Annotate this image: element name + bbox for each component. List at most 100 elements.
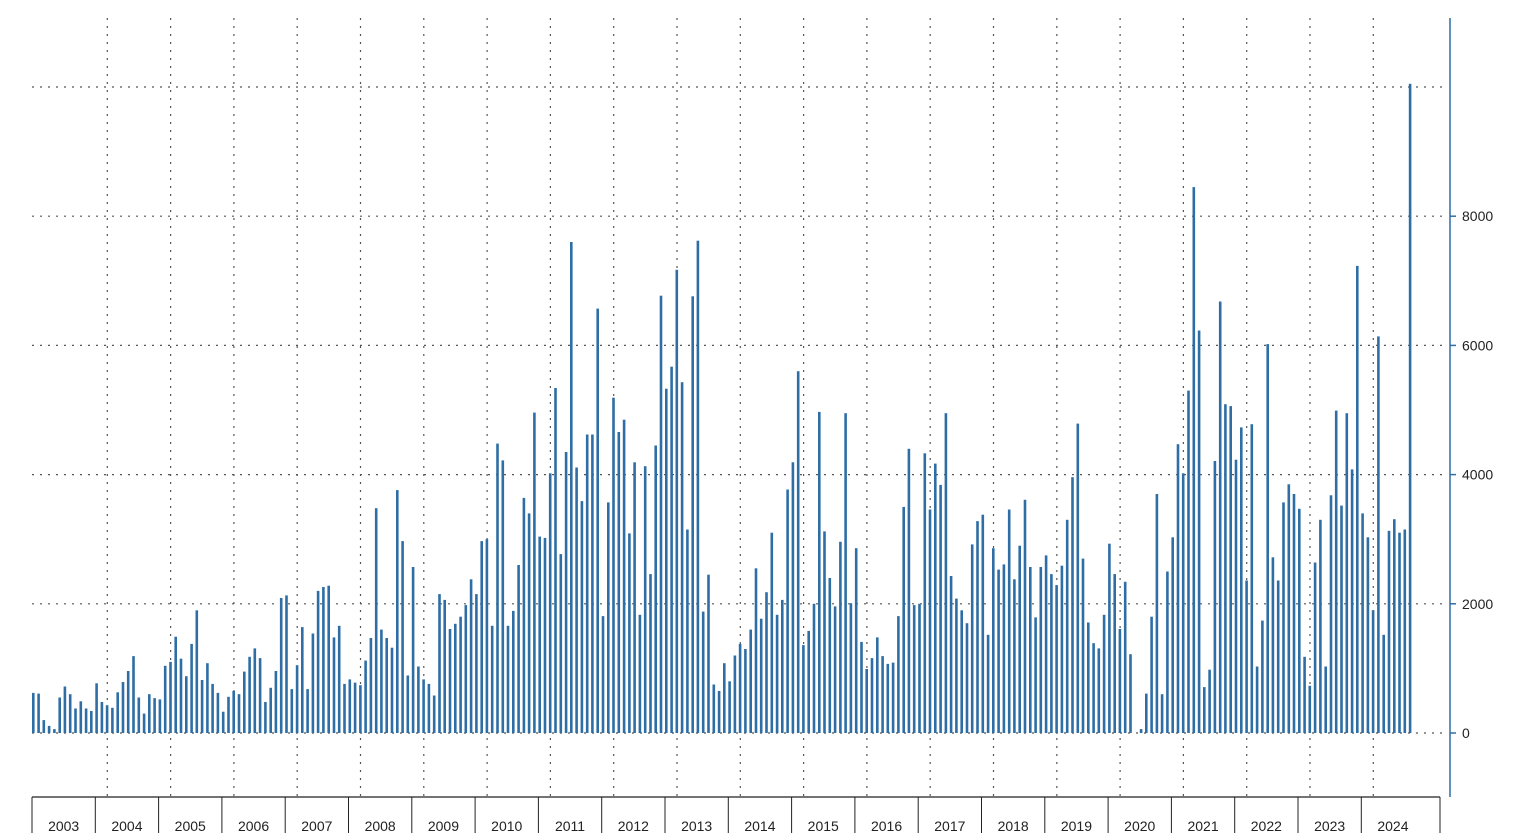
bar [163,665,167,733]
bar [876,637,879,733]
bar [1240,427,1243,733]
bar [839,541,842,733]
bar [1308,685,1312,733]
bar [517,565,520,733]
bar [95,683,98,733]
bar [380,629,383,733]
bar [306,689,309,733]
bar [401,541,404,733]
bar [701,611,705,733]
bar [754,568,758,733]
bar [1292,494,1296,733]
bar [812,603,816,733]
bar [675,269,679,733]
bar [638,614,642,733]
bar [717,691,721,733]
bar [496,443,499,733]
bar [1313,562,1317,733]
bar [206,663,209,733]
bar [274,671,278,733]
bar [369,638,373,733]
bar [707,574,710,733]
bar [744,649,747,733]
bar [417,666,420,733]
bar [997,569,1000,733]
bar [1029,567,1032,733]
bar [723,663,726,733]
bar [538,536,541,733]
bar [1398,532,1401,733]
bar [1387,530,1391,733]
bar [411,567,415,733]
bar [311,633,315,733]
x-tick-label: 2003 [48,818,79,834]
bar [1266,344,1269,733]
bar [443,599,446,733]
bar [802,645,805,733]
bar [944,413,948,733]
bar [970,544,974,733]
bar [1382,634,1385,733]
bar [126,671,130,733]
bar [475,594,478,733]
bar [316,590,320,733]
bar [1403,529,1407,733]
bar [865,669,868,733]
bar [74,708,77,733]
bar [585,434,589,733]
bar [1034,617,1037,733]
x-tick-label: 2007 [301,818,332,834]
bar [348,679,352,733]
bar [1102,614,1106,733]
bar [301,627,304,733]
bar [1113,574,1116,733]
bar [1319,519,1322,733]
bar [63,686,67,733]
x-tick-label: 2019 [1061,818,1092,834]
bar [854,548,858,733]
bar [870,658,874,733]
bar [1187,390,1190,733]
y-tick-label: 8000 [1462,208,1493,224]
bar [332,637,336,733]
bar [1287,484,1291,733]
bar [1345,413,1349,733]
bar [939,484,942,733]
bar [1055,585,1058,733]
bar [105,705,109,733]
bar [1155,494,1159,733]
bar [1271,557,1275,733]
bar [432,695,436,733]
bar [353,682,357,733]
bar [696,240,700,733]
x-tick-label: 2016 [871,818,902,834]
bar [659,295,663,733]
bar [32,692,35,733]
bar [100,702,104,733]
bar [1071,477,1074,733]
bar [1208,669,1211,733]
bar [907,448,911,733]
bar [427,683,431,733]
bar [628,533,631,733]
bar [1340,505,1343,733]
bar [211,683,214,733]
bar [1377,336,1380,733]
bar [1218,301,1222,733]
bar [522,497,526,733]
bar [1245,580,1248,733]
bar [396,490,399,733]
bar [886,663,890,733]
bar [670,366,673,733]
bar [559,554,563,733]
bar [390,647,394,733]
x-tick-label: 2010 [491,818,522,834]
bar [1255,666,1259,733]
bar [58,697,61,733]
bar [1129,654,1132,733]
bar [833,606,837,733]
bar [179,658,183,733]
x-tick-label: 2023 [1314,818,1345,834]
bar [79,701,83,733]
